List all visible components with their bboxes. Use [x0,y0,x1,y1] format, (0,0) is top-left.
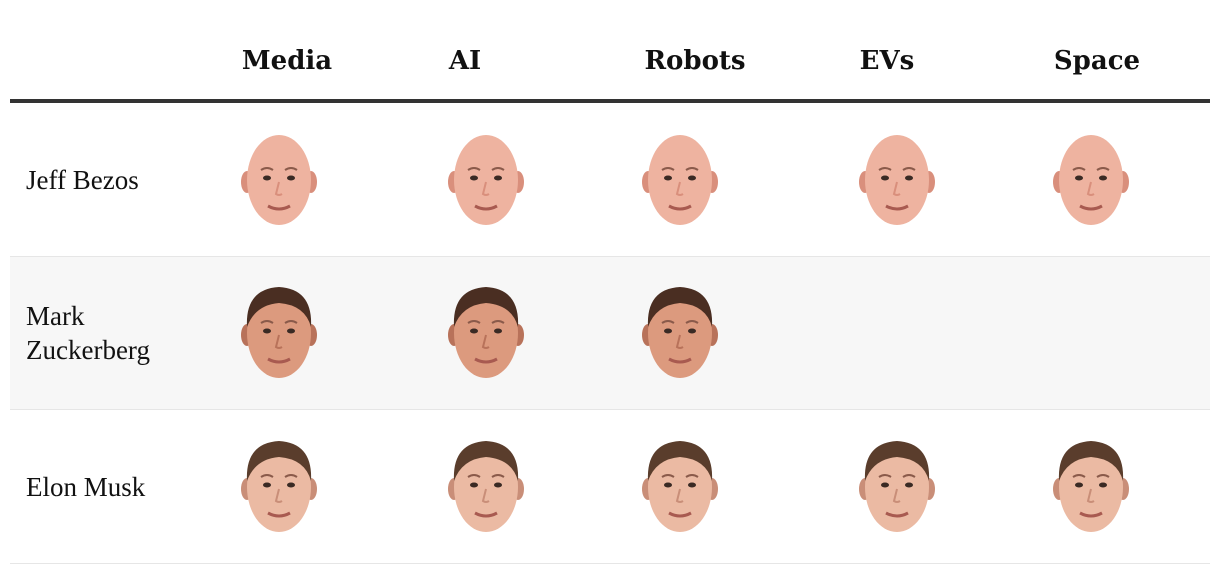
face [448,437,524,542]
column-header: AI [448,46,482,76]
column-header: Media [241,46,333,76]
face [642,130,718,235]
column-header: EVs [859,46,915,76]
table-row: Jeff Bezos [10,104,1210,257]
face [1053,437,1129,542]
column-header: Robots [644,46,746,76]
face-icon [241,441,317,532]
row-name: Jeff Bezos [26,165,139,195]
column-header: Space [1053,46,1141,76]
table-row: Elon Musk [10,411,1210,564]
face [448,130,524,235]
table-row: Mark Zuckerberg [10,257,1210,410]
face [859,437,935,542]
row-name: Mark Zuckerberg [26,301,150,365]
face [642,283,718,388]
face [859,130,935,235]
row-name: Elon Musk [26,472,146,502]
face [241,437,317,542]
header-rule [10,99,1210,103]
face [1053,130,1129,235]
face-icon [859,441,935,532]
face-icon [642,135,718,225]
face-icon [859,135,935,225]
face [241,130,317,235]
face-icon [642,287,718,378]
face-icon [1053,441,1129,532]
face [241,283,317,388]
face-icon [448,441,524,532]
face-icon [448,287,524,378]
face-icon [642,441,718,532]
face-icon [1053,135,1129,225]
face [642,437,718,542]
face-icon [241,287,317,378]
face-icon [448,135,524,225]
face [448,283,524,388]
face-icon [241,135,317,225]
